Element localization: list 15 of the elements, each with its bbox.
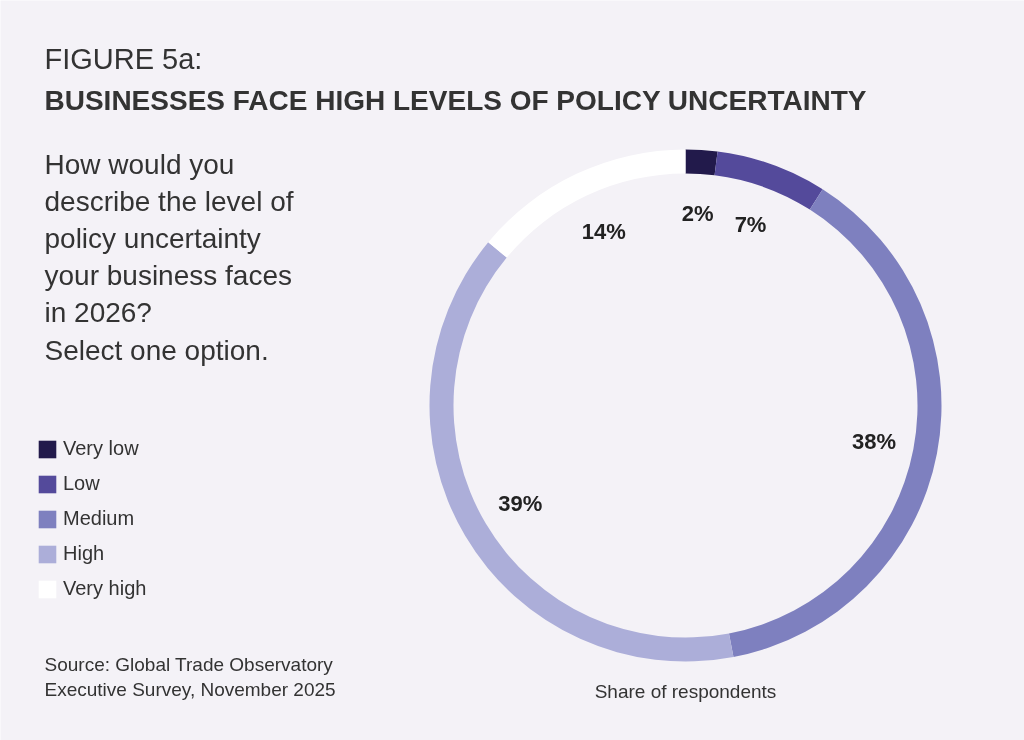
- data-label: 7%: [734, 212, 767, 238]
- chart-title: BUSINESSES FACE HIGH LEVELS OF POLICY UNCERTAINTY: [44, 84, 867, 116]
- text: How would you describe the level of policy uncertainty your business faces in 2026? Select one option.: [44, 148, 294, 366]
- data-label: 14%: [581, 219, 626, 245]
- legend-label: Very low: [63, 437, 139, 460]
- legend-label: Low: [63, 472, 100, 495]
- text: Share of respondents: [594, 680, 777, 702]
- caption: FIGURE 5a:: [44, 42, 203, 75]
- data-label: 38%: [852, 428, 897, 454]
- legend-label: Very high: [63, 577, 147, 600]
- data-label: 2%: [681, 201, 714, 227]
- legend-label: High: [63, 542, 105, 565]
- source-note: Source: Global Trade Observatory Executive Survey, November 2025: [44, 653, 336, 700]
- legend-label: Medium: [63, 507, 135, 530]
- data-label: 39%: [498, 490, 543, 516]
